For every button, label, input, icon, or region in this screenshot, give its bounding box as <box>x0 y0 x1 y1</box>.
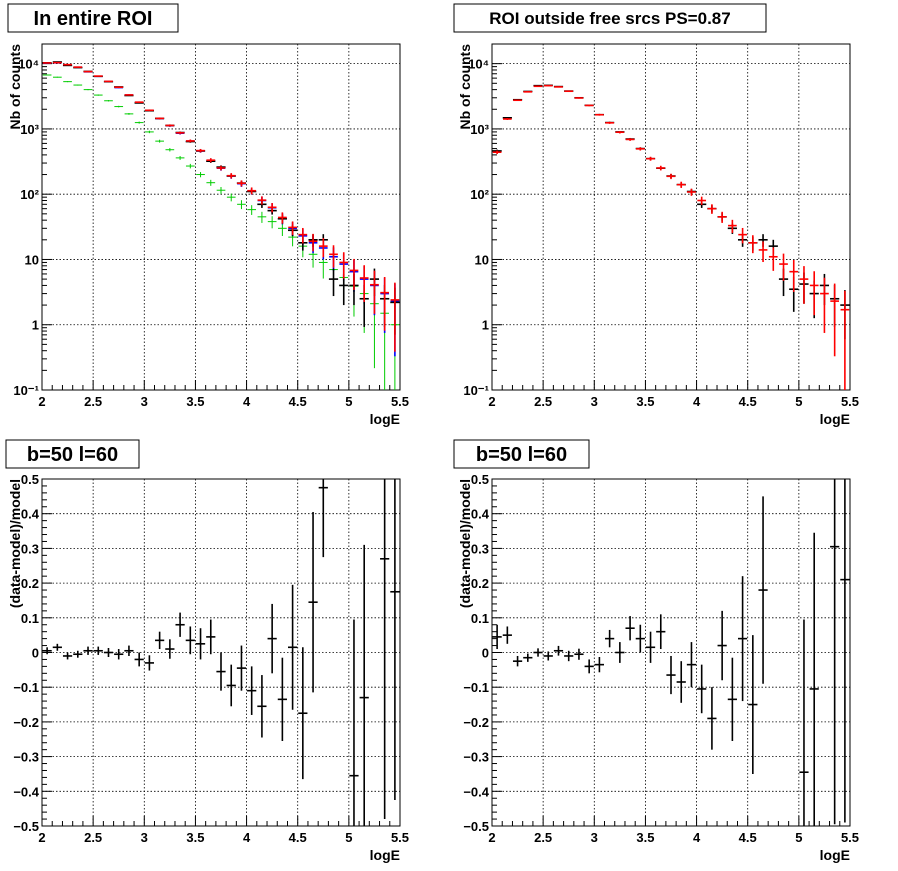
chart-title: In entire ROI <box>34 8 153 30</box>
y-tick-label: 0.2 <box>471 576 489 591</box>
chart-panel-2: 2 2.5 3 3.5 4 4.5 5 5.5 10⁻¹ 1 10 10² 10³ 10⁴ logE Nb o… <box>453 3 859 427</box>
x-tick-label: 2 <box>488 830 495 845</box>
x-tick-label: 2 <box>38 394 45 409</box>
x-tick-label: 4 <box>693 830 701 845</box>
x-tick-label: 5.5 <box>391 830 409 845</box>
series-model-blue <box>42 62 400 357</box>
y-axis-label: Nb of counts <box>457 44 473 130</box>
y-tick-label: −0.4 <box>463 784 489 799</box>
x-axis-label: logE <box>820 411 850 427</box>
y-tick-label: 0.5 <box>471 472 489 487</box>
chart-title: ROI outside free srcs PS=0.87 <box>489 9 730 28</box>
chart-panel-3: 2 2.5 3 3.5 4 4.5 5 5.5 −0.5 −0.4 −0.3 −0.2 −0.1 0 0.1… <box>5 439 409 863</box>
series-model-total <box>42 61 400 352</box>
x-tick-label: 2.5 <box>84 394 102 409</box>
x-tick-label: 2.5 <box>534 394 552 409</box>
y-tick-label: 0.3 <box>21 541 39 556</box>
series-data <box>42 479 400 826</box>
x-tick-label: 4 <box>243 394 251 409</box>
y-tick-label: 10³ <box>20 122 39 137</box>
y-tick-label: 10² <box>20 187 39 202</box>
x-axis-label: logE <box>370 411 400 427</box>
x-tick-label: 3.5 <box>636 830 654 845</box>
x-tick-label: 5.5 <box>391 394 409 409</box>
y-axis-label: (data-model)/model <box>7 479 23 608</box>
y-tick-label: −0.1 <box>13 680 39 695</box>
y-tick-label: 0.5 <box>21 472 39 487</box>
y-tick-label: 10 <box>475 252 489 267</box>
chart-title: b=50 l=60 <box>476 444 567 466</box>
y-tick-label: 0.1 <box>21 611 39 626</box>
y-tick-label: 10⁻¹ <box>13 383 39 398</box>
x-tick-label: 3.5 <box>636 394 654 409</box>
series-data <box>492 479 850 826</box>
chart-title-box <box>453 439 590 469</box>
chart-title-box <box>7 3 179 33</box>
y-axis-label: Nb of counts <box>7 44 23 130</box>
plot-frame <box>41 43 401 391</box>
plot-frame <box>491 43 851 391</box>
y-tick-label: −0.5 <box>463 819 489 834</box>
y-tick-label: −0.5 <box>13 819 39 834</box>
y-tick-label: −0.4 <box>13 784 39 799</box>
y-tick-label: 0.3 <box>471 541 489 556</box>
y-tick-label: −0.2 <box>463 715 489 730</box>
x-tick-label: 3.5 <box>186 394 204 409</box>
x-tick-label: 4.5 <box>739 394 757 409</box>
y-tick-label: 0 <box>32 646 39 661</box>
x-tick-label: 5.5 <box>841 394 859 409</box>
x-tick-label: 4.5 <box>289 394 307 409</box>
chart-panel-4: 2 2.5 3 3.5 4 4.5 5 5.5 −0.5 −0.4 −0.3 −0.2 −0.1 0 0.1… <box>453 439 859 863</box>
y-tick-label: −0.3 <box>463 750 489 765</box>
x-tick-label: 3 <box>141 394 148 409</box>
series-model-total <box>492 84 850 390</box>
x-tick-label: 2.5 <box>534 830 552 845</box>
x-tick-label: 5 <box>345 394 352 409</box>
x-tick-label: 3 <box>141 830 148 845</box>
y-tick-label: −0.2 <box>13 715 39 730</box>
x-axis-label: logE <box>820 847 850 863</box>
y-tick-label: 0.1 <box>471 611 489 626</box>
x-tick-label: 3 <box>591 830 598 845</box>
chart-title-box <box>5 439 140 469</box>
chart-title: b=50 l=60 <box>27 444 118 466</box>
x-tick-label: 3.5 <box>186 830 204 845</box>
x-tick-label: 5 <box>795 830 802 845</box>
y-tick-label: 0.4 <box>471 507 490 522</box>
y-tick-label: −0.3 <box>13 750 39 765</box>
y-tick-label: 0.4 <box>21 507 40 522</box>
x-tick-label: 4.5 <box>289 830 307 845</box>
chart-title-box <box>453 3 767 33</box>
x-tick-label: 2.5 <box>84 830 102 845</box>
y-tick-label: 10³ <box>470 122 489 137</box>
y-tick-label: 10⁴ <box>18 57 39 72</box>
x-tick-label: 2 <box>38 830 45 845</box>
x-tick-label: 4.5 <box>739 830 757 845</box>
y-tick-label: −0.1 <box>463 680 489 695</box>
x-tick-label: 4 <box>243 830 251 845</box>
series-data <box>42 61 400 335</box>
y-tick-label: 0.2 <box>21 576 39 591</box>
series-data <box>492 84 850 340</box>
y-tick-label: 0 <box>482 646 489 661</box>
x-tick-label: 5.5 <box>841 830 859 845</box>
x-tick-label: 3 <box>591 394 598 409</box>
x-tick-label: 5 <box>345 830 352 845</box>
y-axis-label: (data-model)/model <box>457 479 473 608</box>
y-tick-label: 10⁴ <box>468 57 489 72</box>
x-tick-label: 2 <box>488 394 495 409</box>
y-tick-label: 1 <box>32 318 39 333</box>
y-tick-label: 1 <box>482 318 489 333</box>
y-tick-label: 10⁻¹ <box>463 383 489 398</box>
series-model-green <box>42 74 400 390</box>
y-tick-label: 10 <box>25 252 39 267</box>
chart-panel-1: 2 2.5 3 3.5 4 4.5 5 5.5 10⁻¹ 1 10 10² 10³ 10⁴ logE Nb o… <box>7 3 409 427</box>
x-tick-label: 5 <box>795 394 802 409</box>
x-tick-label: 4 <box>693 394 701 409</box>
y-tick-label: 10² <box>470 187 489 202</box>
x-axis-label: logE <box>370 847 400 863</box>
